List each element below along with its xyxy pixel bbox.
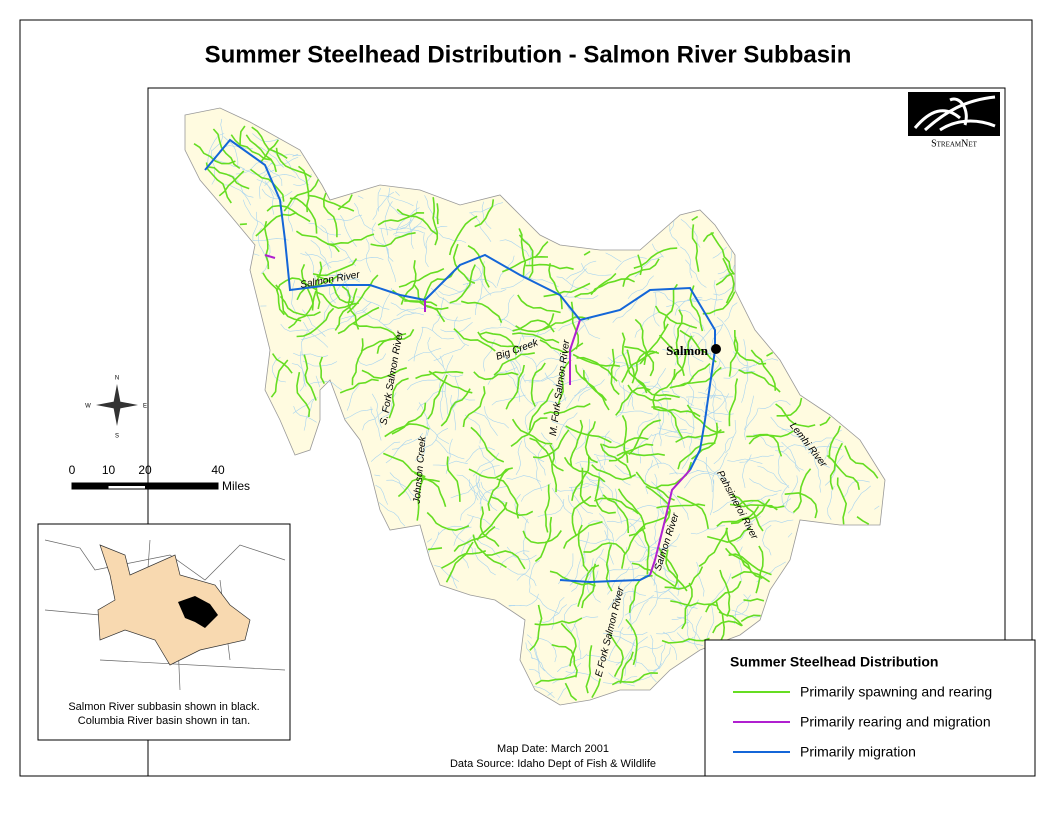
data-source: Data Source: Idaho Dept of Fish & Wildli… <box>450 758 656 770</box>
legend-label: Primarily spawning and rearing <box>800 684 992 700</box>
legend: Summer Steelhead Distribution Primarily … <box>705 640 1035 776</box>
scale-label: 20 <box>138 463 152 477</box>
inset-caption: Columbia River basin shown in tan. <box>78 715 250 727</box>
city-label: Salmon <box>666 343 709 358</box>
compass-s: S <box>115 434 119 440</box>
inset-caption: Salmon River subbasin shown in black. <box>68 701 259 713</box>
scale-segment <box>145 483 218 489</box>
scale-label: 0 <box>69 463 76 477</box>
title: Summer Steelhead Distribution - Salmon R… <box>205 41 852 68</box>
logo-text: StreamNet <box>931 138 978 149</box>
scale-unit: Miles <box>222 479 250 493</box>
stream <box>240 224 247 225</box>
stream <box>437 203 438 224</box>
compass-e: E <box>143 404 147 410</box>
scale-segment <box>72 483 109 489</box>
compass-n: N <box>115 376 119 382</box>
scale-segment <box>109 483 146 486</box>
legend-label: Primarily rearing and migration <box>800 714 991 730</box>
legend-title: Summer Steelhead Distribution <box>730 654 938 670</box>
map-date: Map Date: March 2001 <box>497 743 609 755</box>
compass-w: W <box>85 404 91 410</box>
scale-label: 40 <box>211 463 225 477</box>
city-marker <box>711 344 721 354</box>
inset: Salmon River subbasin shown in black. Co… <box>38 524 290 740</box>
legend-label: Primarily migration <box>800 744 916 760</box>
scale-label: 10 <box>102 463 116 477</box>
